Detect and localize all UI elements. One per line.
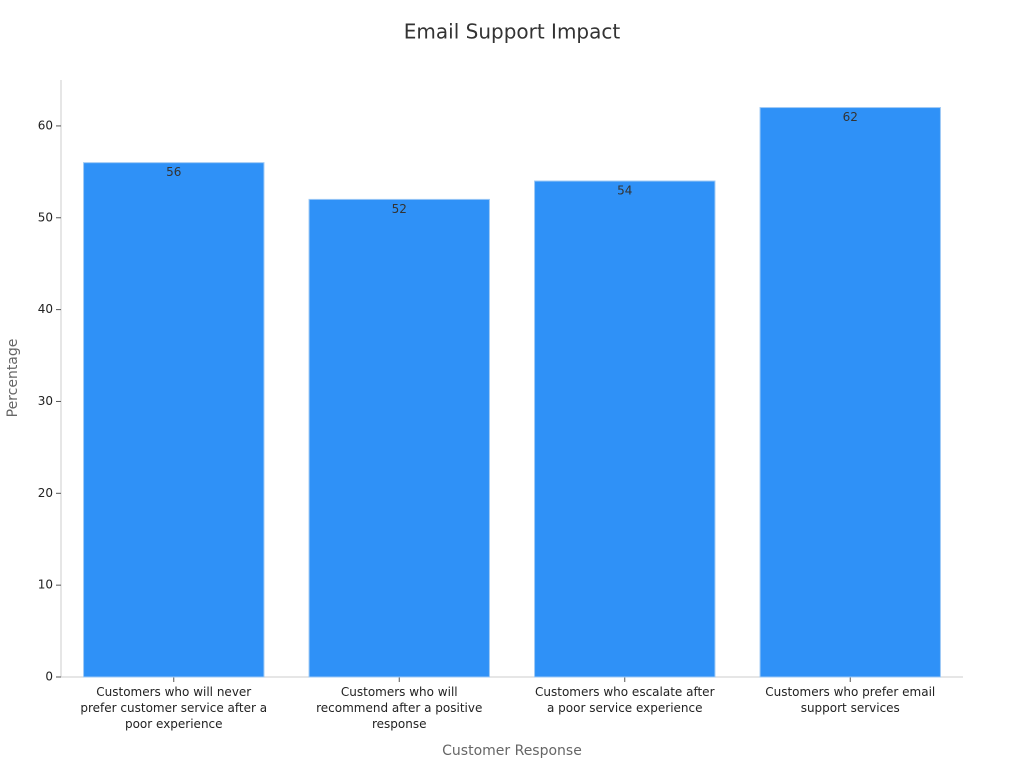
x-tick-label: Customers who will recommend after a pos… — [316, 685, 483, 731]
x-tick-label: Customers who escalate after a poor serv… — [535, 685, 715, 715]
x-tick-label-box: Customers who escalate after a poor serv… — [535, 685, 715, 715]
value-label: 54 — [617, 184, 632, 198]
x-tick-label: Customers who will never prefer customer… — [80, 685, 268, 731]
y-tick-label: 60 — [38, 118, 53, 132]
bar — [759, 107, 941, 678]
value-label: 56 — [166, 165, 181, 179]
x-axis-label: Customer Response — [442, 743, 582, 759]
chart-title: Email Support Impact — [404, 20, 621, 44]
y-tick-label: 40 — [38, 302, 53, 316]
bar — [534, 180, 716, 678]
y-tick-label: 20 — [38, 486, 53, 500]
y-tick-label: 50 — [38, 210, 53, 224]
x-tick-label-box: Customers who will never prefer customer… — [80, 685, 268, 731]
value-label: 52 — [392, 202, 407, 216]
x-tick-label: Customers who prefer email support servi… — [765, 685, 936, 715]
y-tick-label: 10 — [38, 578, 53, 592]
x-tick-label-box: Customers who prefer email support servi… — [765, 685, 936, 715]
y-tick-label: 0 — [45, 670, 53, 684]
y-tick-label: 30 — [38, 394, 53, 408]
y-axis-label: Percentage — [5, 339, 21, 418]
value-label: 62 — [843, 110, 858, 124]
x-tick-label-box: Customers who will recommend after a pos… — [316, 685, 483, 731]
bar — [308, 198, 490, 678]
bar — [83, 162, 265, 678]
